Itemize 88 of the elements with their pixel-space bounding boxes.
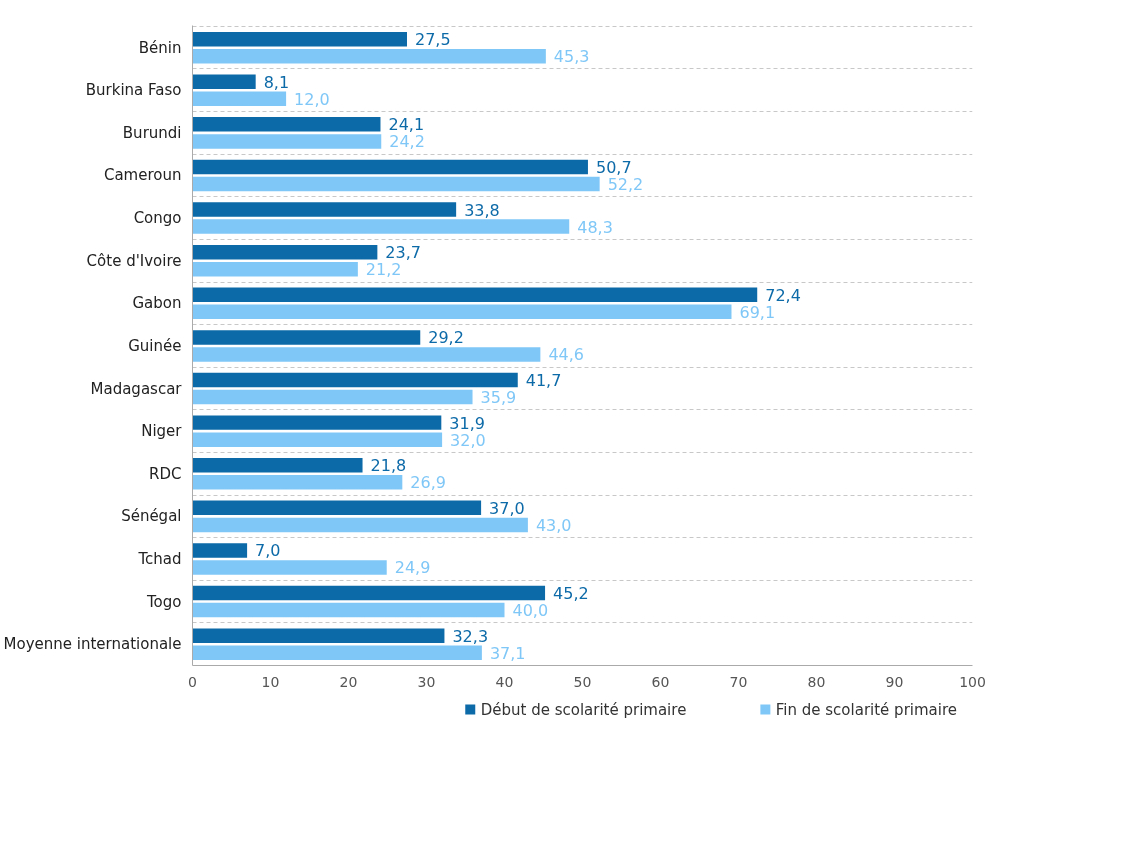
data-label: 7,0 bbox=[255, 541, 281, 561]
x-tick-label: 0 bbox=[188, 673, 197, 690]
data-label: 37,1 bbox=[489, 643, 526, 663]
bar bbox=[192, 475, 403, 490]
data-label: 24,9 bbox=[394, 558, 431, 578]
y-tick-label: RDC bbox=[149, 464, 182, 483]
legend-label: Fin de scolarité primaire bbox=[775, 700, 957, 719]
data-label: 27,5 bbox=[415, 30, 451, 50]
bar bbox=[192, 432, 443, 447]
data-label: 24,1 bbox=[388, 115, 425, 135]
bar bbox=[192, 91, 287, 107]
bar bbox=[192, 287, 758, 303]
data-label: 29,2 bbox=[428, 328, 464, 348]
data-label: 23,7 bbox=[385, 243, 421, 263]
y-tick-label: Sénégal bbox=[121, 507, 182, 526]
data-label: 21,8 bbox=[370, 456, 407, 476]
y-tick-label: Gabon bbox=[132, 294, 182, 313]
data-label: 31,9 bbox=[449, 413, 485, 433]
data-label: 32,3 bbox=[452, 626, 489, 646]
y-tick-label: Tchad bbox=[137, 549, 182, 568]
data-label: 44,6 bbox=[548, 345, 585, 365]
bar bbox=[192, 372, 518, 388]
bar bbox=[192, 457, 363, 473]
data-label: 8,1 bbox=[263, 72, 290, 92]
data-label: 33,8 bbox=[464, 200, 500, 220]
bar bbox=[192, 543, 248, 558]
y-tick-label: Moyenne internationale bbox=[3, 635, 182, 654]
data-label: 26,9 bbox=[410, 473, 446, 493]
bar bbox=[192, 219, 570, 234]
data-label: 52,2 bbox=[607, 175, 644, 195]
data-label: 72,4 bbox=[765, 285, 801, 305]
x-tick-label: 100 bbox=[959, 673, 986, 690]
x-tick-label: 60 bbox=[651, 673, 670, 690]
x-tick-label: 10 bbox=[261, 673, 280, 690]
x-tick-label: 50 bbox=[573, 673, 592, 690]
data-label: 40,0 bbox=[512, 601, 549, 621]
x-tick-label: 90 bbox=[885, 673, 904, 690]
bar bbox=[192, 415, 442, 430]
bar bbox=[192, 500, 482, 516]
bar bbox=[192, 261, 358, 277]
y-tick-label: Burkina Faso bbox=[85, 81, 182, 100]
data-label: 45,3 bbox=[553, 47, 590, 67]
bar bbox=[192, 244, 378, 260]
y-tick-label: Côte d'Ivoire bbox=[86, 251, 182, 270]
bar bbox=[192, 517, 528, 533]
y-tick-label: Madagascar bbox=[90, 379, 183, 398]
data-label: 43,0 bbox=[535, 515, 572, 535]
data-label: 41,7 bbox=[525, 371, 562, 391]
y-tick-label: Cameroun bbox=[103, 166, 182, 185]
bar bbox=[192, 304, 732, 320]
data-label: 12,0 bbox=[294, 89, 330, 109]
x-tick-label: 80 bbox=[807, 673, 826, 690]
y-tick-label: Congo bbox=[133, 209, 182, 228]
bar bbox=[192, 628, 445, 643]
bar bbox=[192, 202, 457, 217]
data-label: 35,9 bbox=[480, 388, 517, 408]
x-tick-label: 70 bbox=[729, 673, 748, 690]
bar bbox=[192, 134, 382, 149]
data-label: 37,0 bbox=[489, 498, 525, 518]
legend-label: Début de scolarité primaire bbox=[480, 700, 687, 719]
x-tick-label: 30 bbox=[417, 673, 436, 690]
y-tick-label: Togo bbox=[146, 592, 182, 611]
bar bbox=[192, 117, 381, 132]
bar bbox=[192, 159, 588, 175]
bar bbox=[192, 560, 387, 575]
bar bbox=[192, 330, 421, 345]
y-tick-label: Niger bbox=[141, 422, 183, 441]
data-label: 48,3 bbox=[577, 217, 613, 237]
bar bbox=[192, 645, 482, 660]
bar bbox=[192, 48, 546, 64]
y-tick-label: Guinée bbox=[128, 336, 182, 355]
y-tick-label: Burundi bbox=[122, 123, 182, 142]
bar bbox=[192, 389, 473, 405]
data-label: 69,1 bbox=[739, 302, 776, 322]
data-label: 45,2 bbox=[553, 584, 589, 604]
data-label: 24,2 bbox=[389, 132, 425, 152]
bar bbox=[192, 74, 256, 89]
bar bbox=[192, 176, 600, 192]
bar bbox=[192, 602, 505, 618]
x-tick-label: 20 bbox=[339, 673, 358, 690]
data-label: 32,0 bbox=[450, 430, 486, 450]
data-label: 21,2 bbox=[365, 260, 402, 280]
data-label: 50,7 bbox=[595, 157, 632, 177]
y-tick-label: Bénin bbox=[138, 38, 182, 57]
bar bbox=[192, 347, 541, 362]
x-tick-label: 40 bbox=[495, 673, 514, 690]
bar bbox=[192, 585, 546, 601]
bar bbox=[192, 31, 407, 47]
